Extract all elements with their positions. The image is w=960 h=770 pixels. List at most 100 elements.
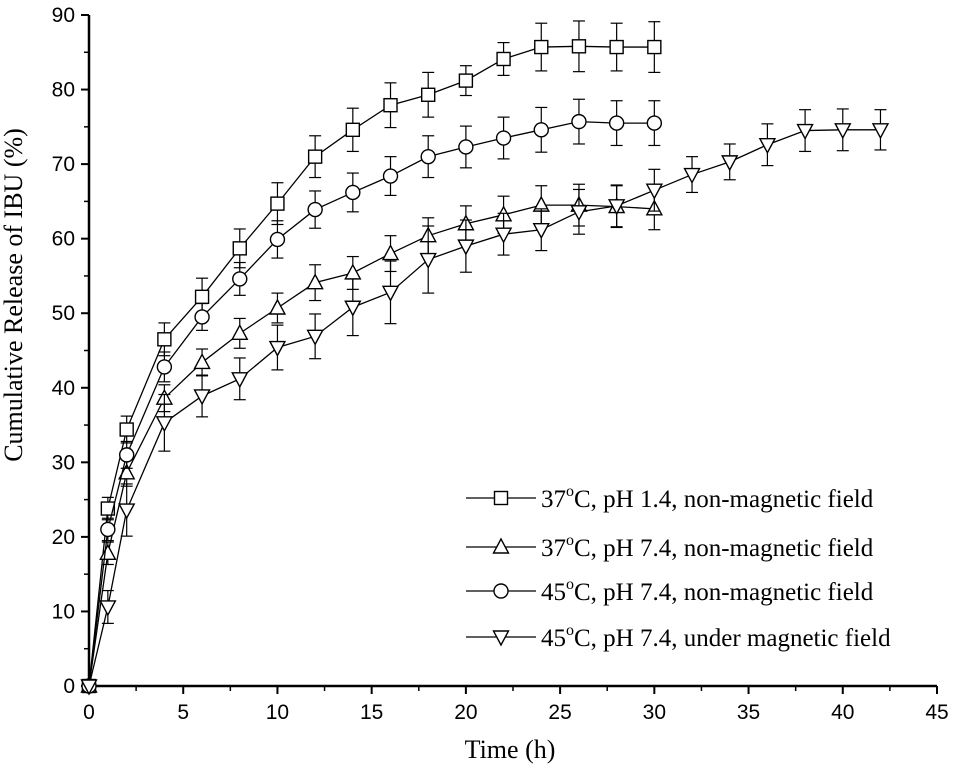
data-point — [383, 98, 398, 113]
data-point — [382, 168, 399, 184]
data-point — [306, 273, 324, 290]
legend-entry: 45oC, pH 7.4, non-magnetic field — [466, 576, 874, 606]
data-point — [232, 241, 247, 256]
legend-marker — [492, 537, 510, 554]
data-point — [381, 285, 400, 302]
data-point — [608, 115, 625, 131]
x-tick-label: 35 — [737, 701, 760, 724]
data-point — [533, 122, 549, 138]
y-tick-label: 90 — [52, 4, 75, 27]
data-point — [683, 167, 701, 185]
y-tick-label: 80 — [52, 79, 75, 102]
data-point — [420, 148, 436, 165]
y-tick-label: 20 — [52, 526, 75, 549]
data-point — [571, 39, 587, 54]
data-point — [307, 149, 323, 164]
data-point — [532, 223, 550, 240]
x-axis-title: Time (h) — [465, 735, 556, 764]
data-point — [834, 123, 852, 140]
data-point — [194, 289, 210, 305]
legend-marker — [493, 583, 509, 599]
legend-entry: 37oC, pH 1.4, non-magnetic field — [466, 483, 874, 513]
data-point — [345, 122, 361, 138]
data-point — [758, 138, 777, 155]
data-point — [496, 51, 511, 67]
data-point — [494, 227, 513, 244]
data-point — [155, 416, 174, 433]
legend-marker — [493, 490, 509, 506]
data-point — [570, 205, 588, 222]
series-line — [88, 204, 655, 687]
legend-label: 45oC, pH 7.4, non-magnetic field — [541, 576, 874, 606]
data-point — [796, 123, 814, 141]
data-point — [344, 300, 362, 317]
data-point — [307, 201, 323, 218]
data-point — [118, 503, 136, 520]
data-point — [344, 263, 362, 280]
data-point — [609, 39, 624, 55]
data-point — [268, 298, 287, 315]
data-point — [231, 372, 249, 389]
axis-ticks: 0 5 10 15 20 25 30 35 40 45 0 10 20 30 40 50 60 70 80 90 — [52, 4, 949, 724]
data-point — [421, 87, 436, 102]
data-point — [647, 39, 662, 55]
y-tick-label: 0 — [63, 675, 75, 698]
data-point — [306, 329, 324, 346]
data-point — [381, 244, 400, 261]
y-tick-label: 50 — [52, 302, 75, 325]
x-tick-label: 20 — [454, 701, 477, 724]
y-tick-label: 30 — [52, 451, 75, 474]
data-point — [269, 231, 286, 248]
legend-label: 37oC, pH 7.4, non-magnetic field — [541, 532, 874, 562]
data-point — [193, 352, 211, 370]
data-point — [100, 501, 116, 516]
legend-label: 37oC, pH 1.4, non-magnetic field — [541, 483, 874, 513]
data-point — [231, 323, 249, 341]
series-4 — [80, 108, 890, 696]
data-point — [100, 521, 116, 538]
y-tick-label: 70 — [52, 153, 75, 176]
x-tick-label: 0 — [83, 701, 95, 724]
x-tick-label: 15 — [360, 701, 383, 724]
data-point — [119, 422, 134, 437]
data-point — [871, 123, 890, 140]
data-point — [157, 332, 172, 347]
x-tick-label: 30 — [643, 701, 666, 724]
data-point — [270, 196, 285, 211]
data-point — [607, 199, 626, 216]
data-point — [156, 359, 173, 375]
data-point — [193, 389, 211, 406]
x-tick-label: 10 — [266, 701, 289, 724]
data-point — [345, 184, 361, 201]
data-point — [495, 130, 512, 146]
y-tick-label: 10 — [52, 600, 75, 623]
y-tick-label: 60 — [52, 228, 75, 251]
x-tick-label: 25 — [548, 701, 571, 724]
data-point — [99, 600, 117, 617]
data-point — [457, 239, 475, 256]
series-line — [88, 120, 655, 687]
legend-label: 45oC, pH 7.4, under magnetic field — [541, 622, 891, 652]
legend-entry: 45oC, pH 7.4, under magnetic field — [466, 622, 891, 652]
data-point — [118, 447, 135, 463]
legend-marker — [492, 630, 510, 647]
data-point — [80, 679, 98, 696]
x-tick-label: 40 — [831, 701, 854, 724]
y-axis-title: Cumulative Release of IBU (%) — [0, 128, 28, 462]
data-point — [645, 183, 664, 200]
series-2 — [80, 183, 664, 693]
data-point — [419, 252, 437, 270]
x-tick-label: 5 — [177, 701, 189, 724]
series-1 — [81, 20, 662, 694]
data-point — [458, 73, 474, 88]
y-tick-label: 40 — [52, 377, 75, 400]
data-point — [571, 113, 587, 130]
data-point — [268, 340, 287, 358]
data-point — [458, 139, 474, 155]
data-point — [232, 271, 248, 287]
x-tick-label: 45 — [925, 701, 948, 724]
legend-entry: 37oC, pH 7.4, non-magnetic field — [466, 532, 874, 562]
data-point — [646, 115, 663, 131]
plot-series — [80, 20, 890, 696]
